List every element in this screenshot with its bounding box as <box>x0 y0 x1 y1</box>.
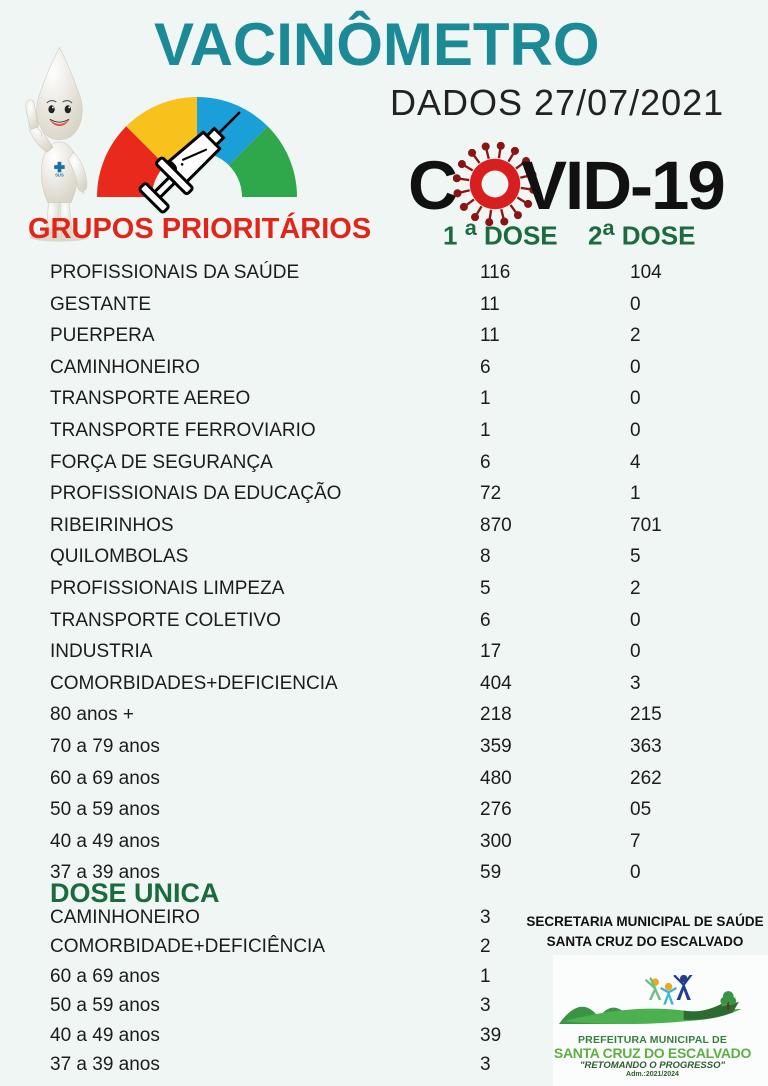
svg-text:SUS: SUS <box>55 173 64 178</box>
